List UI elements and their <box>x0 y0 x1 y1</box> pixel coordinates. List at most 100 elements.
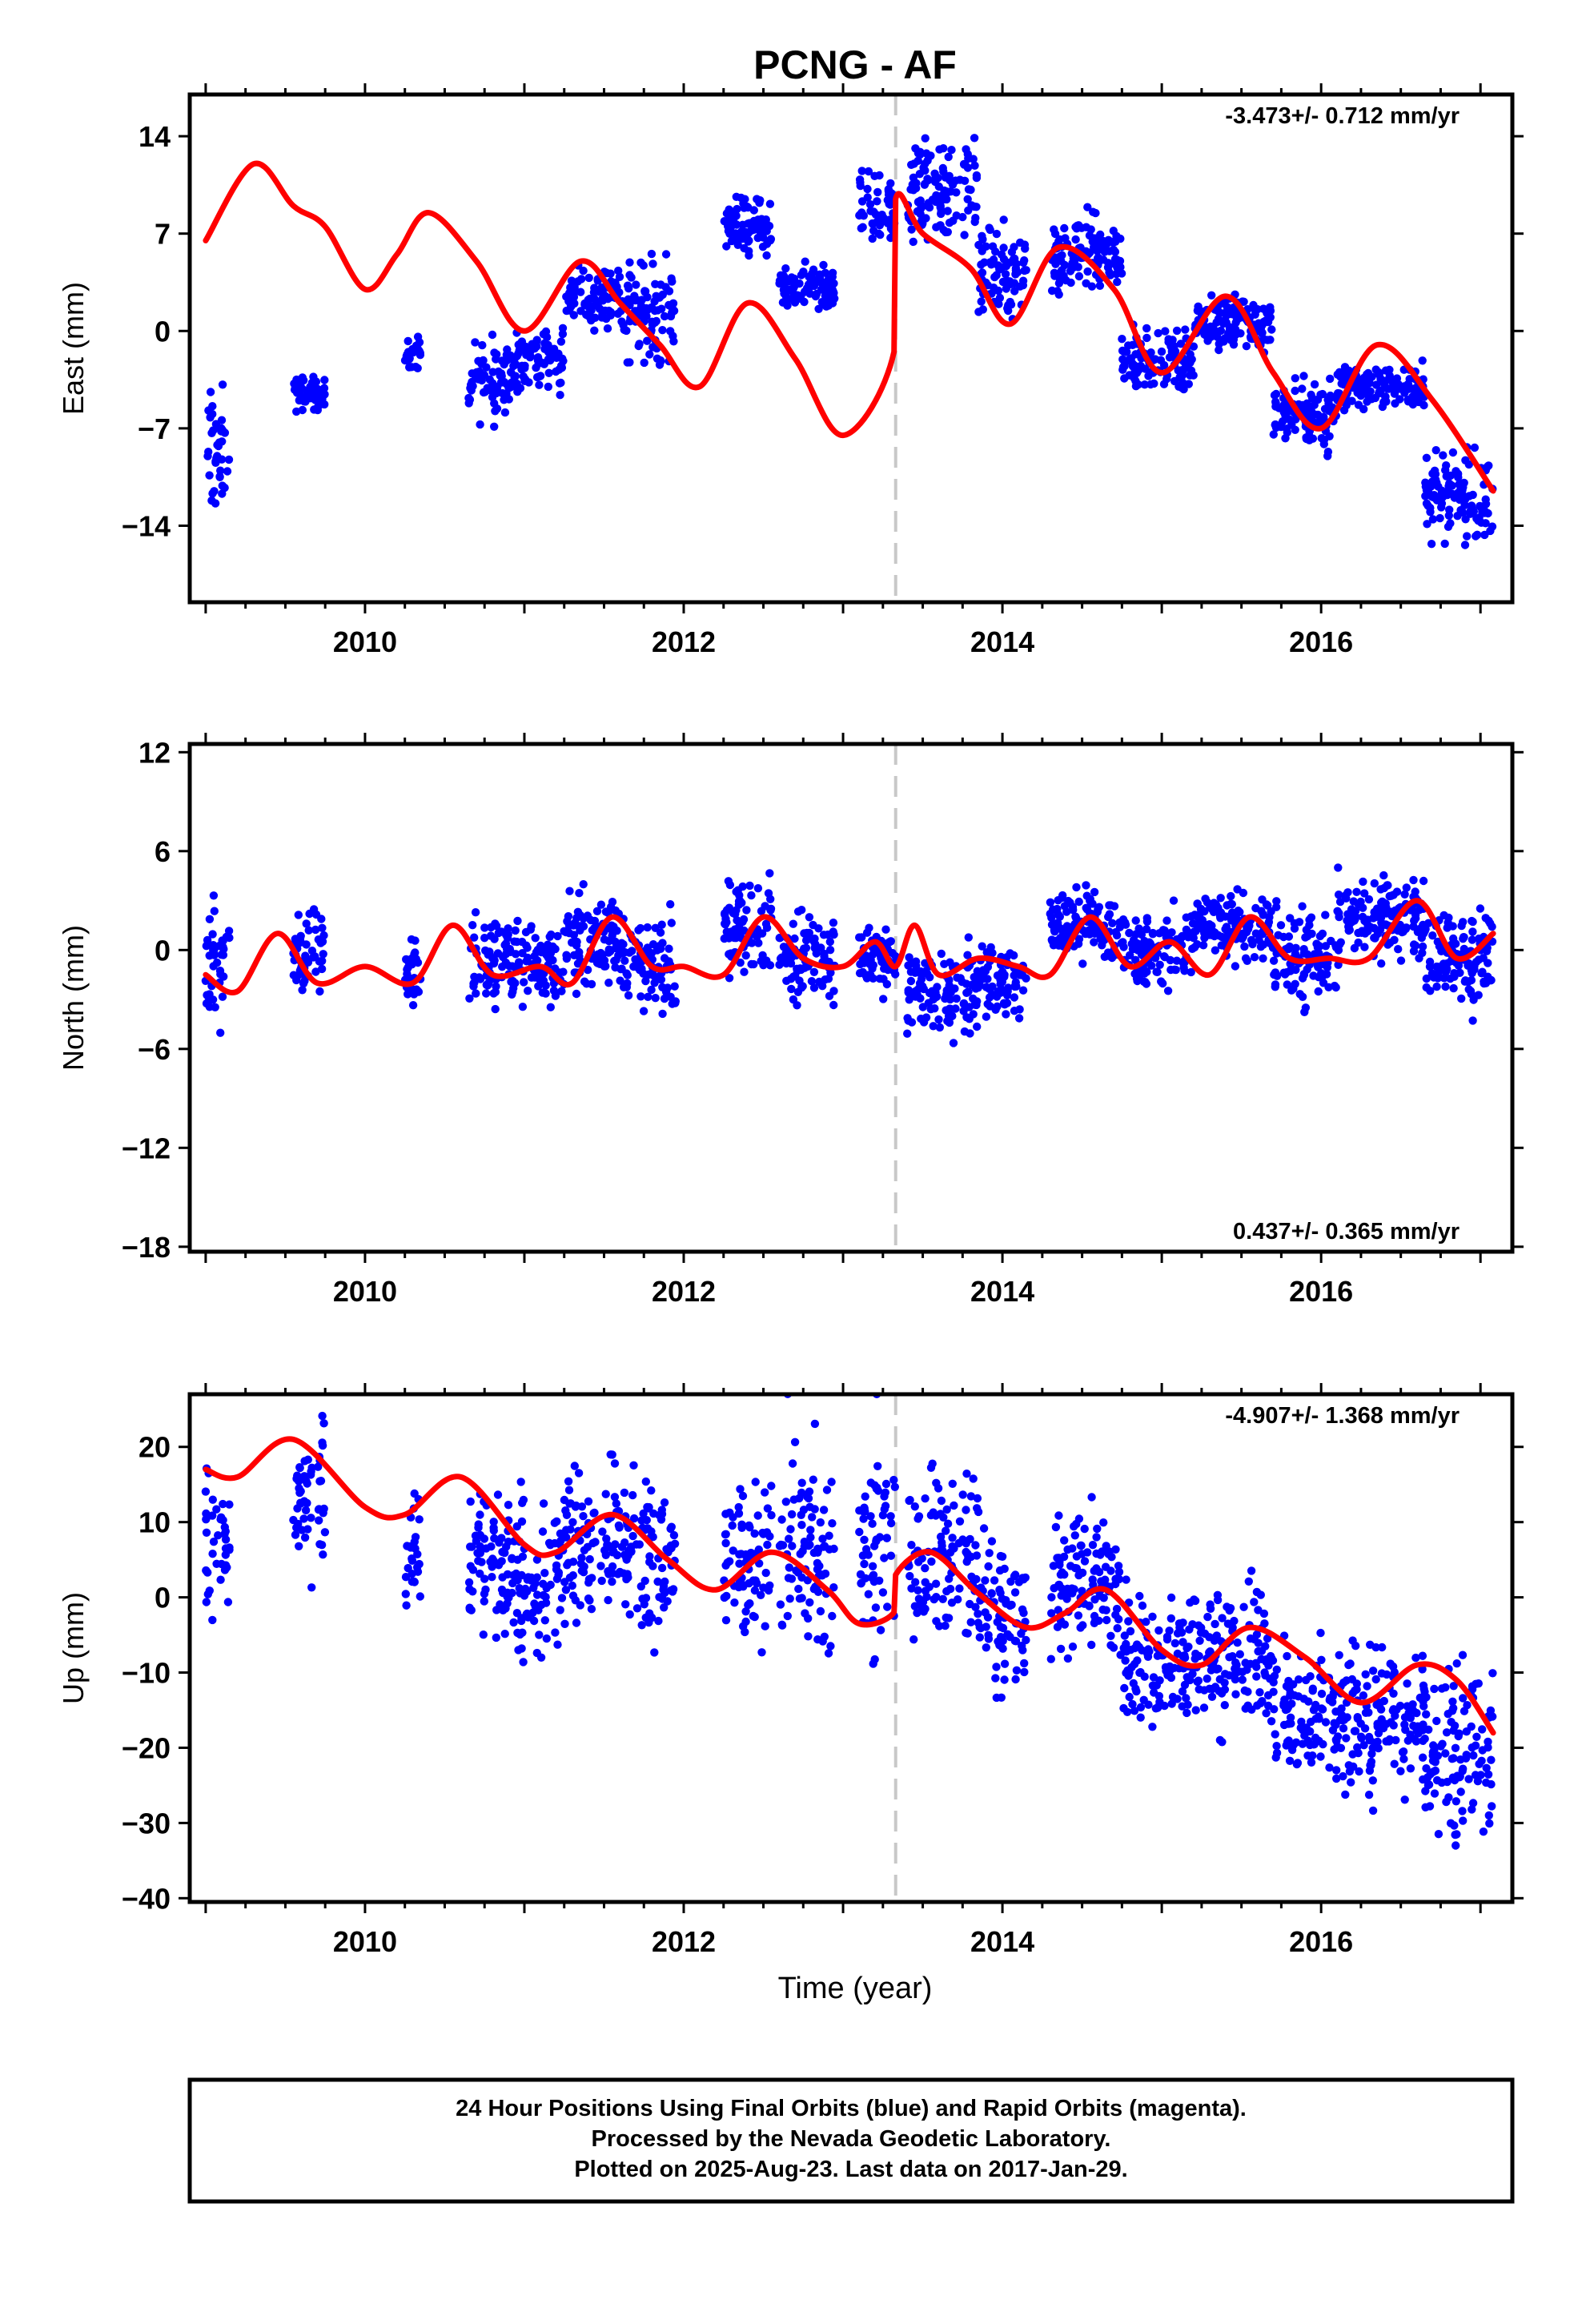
data-point <box>969 1010 978 1019</box>
data-point <box>1102 1615 1111 1625</box>
data-point <box>921 1604 930 1614</box>
data-point <box>1262 1709 1271 1718</box>
data-point <box>488 1573 496 1582</box>
data-point <box>1286 1713 1295 1722</box>
data-point <box>992 229 1002 239</box>
data-point <box>993 992 1002 1001</box>
data-point <box>995 1566 1005 1575</box>
data-point <box>785 1563 793 1572</box>
data-point <box>756 223 765 231</box>
data-point <box>666 900 675 909</box>
data-point <box>584 273 593 283</box>
data-point <box>553 1640 562 1649</box>
data-point <box>921 1564 930 1573</box>
data-point <box>1063 1654 1073 1663</box>
data-point <box>868 1562 877 1571</box>
data-point <box>665 957 673 966</box>
data-point <box>295 1463 304 1472</box>
data-point <box>1160 926 1169 935</box>
data-point <box>1356 391 1366 400</box>
data-point <box>307 947 317 955</box>
data-point <box>320 1528 330 1537</box>
data-point <box>294 971 303 980</box>
data-point <box>211 499 220 508</box>
data-point <box>1199 1703 1209 1712</box>
data-point <box>403 970 412 979</box>
data-point <box>969 994 978 1003</box>
data-point <box>1317 1689 1327 1699</box>
data-point <box>1233 1638 1242 1647</box>
data-point <box>612 1550 622 1560</box>
data-point <box>952 994 961 1003</box>
data-point <box>790 1437 800 1447</box>
data-point <box>1242 342 1251 351</box>
data-point <box>782 296 791 305</box>
data-point <box>1113 1624 1122 1633</box>
data-point <box>413 1550 422 1559</box>
data-point <box>590 326 599 335</box>
data-point <box>608 929 617 938</box>
data-point <box>1018 1641 1026 1651</box>
data-point <box>1420 1735 1429 1743</box>
data-point <box>1419 1681 1428 1690</box>
data-point <box>1001 270 1010 279</box>
data-point <box>496 369 506 378</box>
data-point <box>997 1693 1006 1702</box>
data-point <box>753 884 763 893</box>
panel-east-plot-area <box>203 94 1497 602</box>
data-point <box>871 1603 881 1612</box>
data-point <box>814 304 823 313</box>
data-point <box>1291 943 1300 953</box>
x-tick-label: 2012 <box>652 1275 716 1308</box>
data-point <box>1321 1718 1331 1727</box>
data-point <box>203 935 212 945</box>
data-point <box>1370 879 1379 888</box>
data-point <box>408 1577 416 1586</box>
data-point <box>998 1644 1007 1653</box>
data-point <box>1313 395 1323 404</box>
data-point <box>974 1507 983 1517</box>
data-point <box>757 929 767 938</box>
data-point <box>203 452 212 460</box>
data-point <box>750 1586 760 1595</box>
data-point <box>1340 363 1350 372</box>
data-point <box>300 976 309 986</box>
data-point <box>579 880 588 889</box>
data-point <box>480 923 489 932</box>
data-point <box>1178 1687 1187 1696</box>
data-point <box>603 324 612 333</box>
data-point <box>1124 1617 1133 1626</box>
data-point <box>1291 425 1299 434</box>
data-point <box>861 1545 871 1554</box>
data-point <box>1447 1755 1456 1763</box>
data-point <box>1130 1707 1139 1715</box>
data-point <box>219 1499 227 1509</box>
data-point <box>541 989 550 998</box>
data-point <box>466 1542 475 1551</box>
data-point <box>408 985 417 994</box>
data-point <box>1474 517 1484 525</box>
data-point <box>1484 1737 1492 1747</box>
data-point <box>1118 915 1128 924</box>
data-point <box>1143 1652 1153 1661</box>
data-point <box>997 250 1006 259</box>
data-point <box>1235 314 1243 323</box>
data-point <box>777 1515 786 1524</box>
data-point <box>1359 1741 1368 1750</box>
data-point <box>1351 912 1360 921</box>
data-point <box>907 959 916 967</box>
data-point <box>1076 1541 1086 1550</box>
data-point <box>1359 404 1368 414</box>
data-point <box>937 1496 946 1506</box>
data-point <box>1089 207 1098 216</box>
data-point <box>1207 1692 1217 1701</box>
data-point <box>1371 1642 1380 1652</box>
data-point <box>1082 881 1090 890</box>
data-point <box>1159 360 1169 370</box>
data-point <box>864 167 873 176</box>
data-point <box>1131 382 1141 391</box>
data-point <box>556 391 564 400</box>
data-point <box>1133 976 1142 986</box>
data-point <box>1186 1675 1195 1685</box>
data-point <box>1134 924 1143 933</box>
